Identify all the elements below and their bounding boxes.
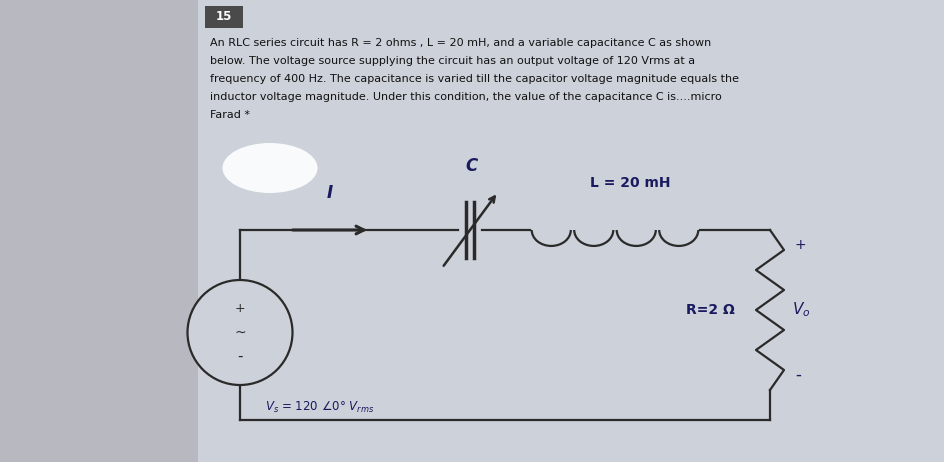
Ellipse shape [222,143,317,193]
Text: +: + [234,302,245,316]
Text: $V_s$ = 120 $\angle$0° $V_{rms}$: $V_s$ = 120 $\angle$0° $V_{rms}$ [264,400,374,414]
Text: below. The voltage source supplying the circuit has an output voltage of 120 Vrm: below. The voltage source supplying the … [210,56,695,66]
Text: ~: ~ [234,326,245,340]
Bar [198,0,944,462]
Bar [205,6,243,28]
Text: L = 20 mH: L = 20 mH [589,176,669,190]
Text: $V_o$: $V_o$ [791,301,810,319]
Text: -: - [237,349,243,364]
Text: -: - [794,366,800,384]
Text: An RLC series circuit has R = 2 ohms , L = 20 mH, and a variable capacitance C a: An RLC series circuit has R = 2 ohms , L… [210,38,711,48]
Text: I: I [327,184,332,202]
Text: C: C [465,157,478,175]
Text: R=2 Ω: R=2 Ω [685,303,733,317]
Text: 15: 15 [215,11,232,24]
Text: Farad *: Farad * [210,110,250,120]
Text: +: + [794,238,806,252]
Text: frequency of 400 Hz. The capacitance is varied till the capacitor voltage magnit: frequency of 400 Hz. The capacitance is … [210,74,738,84]
Circle shape [187,280,293,385]
Text: inductor voltage magnitude. Under this condition, the value of the capacitance C: inductor voltage magnitude. Under this c… [210,92,721,102]
